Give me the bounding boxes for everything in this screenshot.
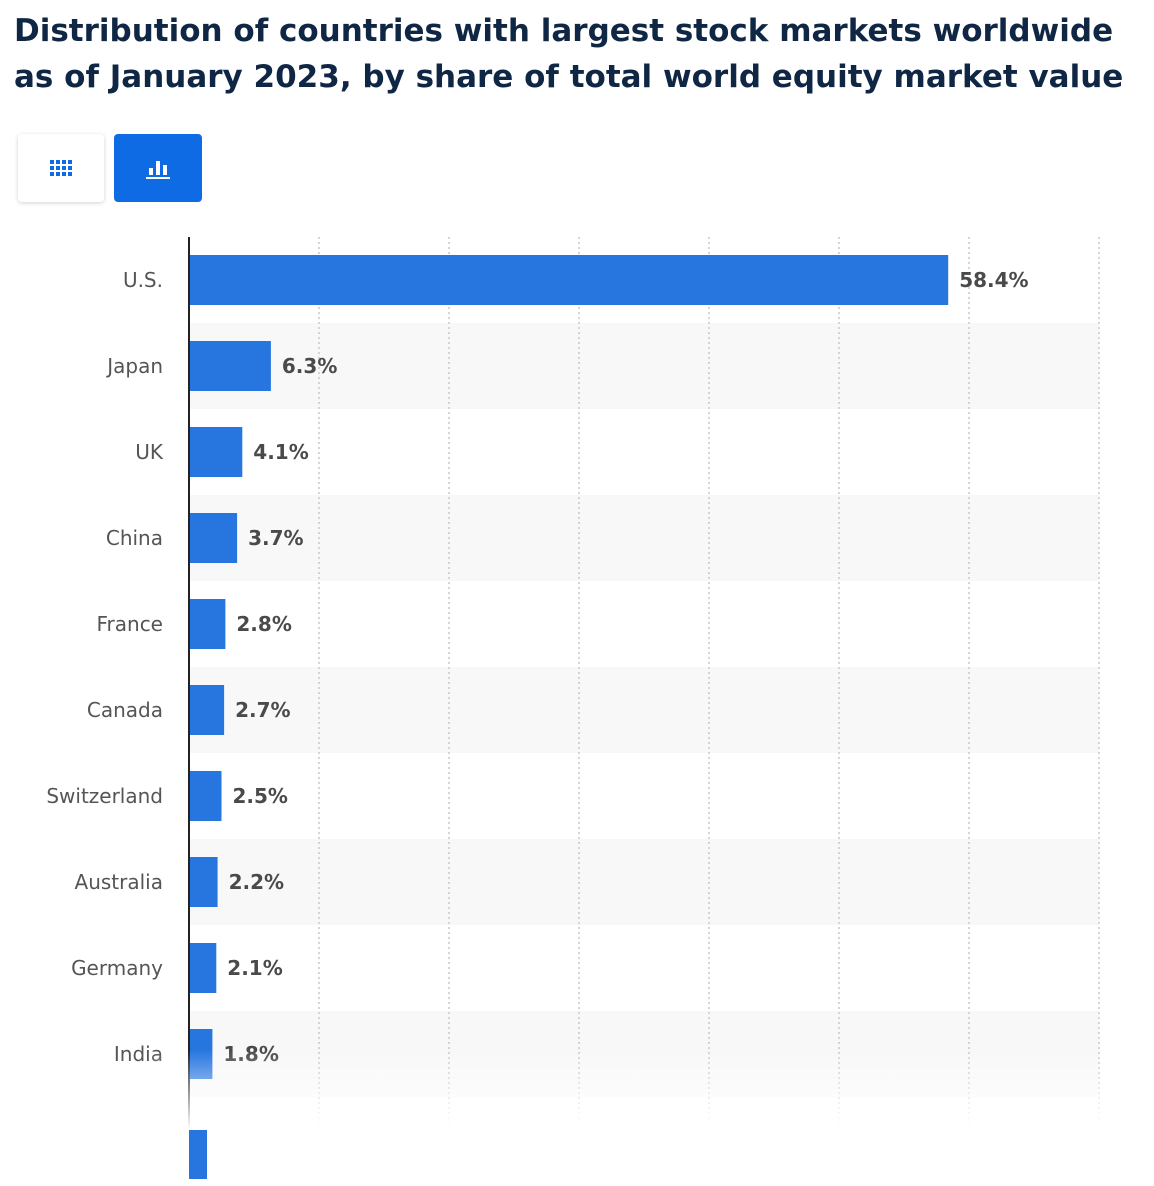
category-label: China <box>106 526 163 550</box>
bar[interactable] <box>189 513 238 563</box>
category-label: Australia <box>75 870 163 894</box>
value-label: 2.8% <box>236 612 291 636</box>
value-label: 58.4% <box>959 268 1028 292</box>
bar[interactable] <box>189 341 271 391</box>
category-label: U.S. <box>123 268 163 292</box>
category-label: Germany <box>71 956 163 980</box>
category-label: UK <box>135 440 164 464</box>
value-label: 2.7% <box>235 698 290 722</box>
row-band <box>189 667 1099 753</box>
bar[interactable] <box>189 427 243 477</box>
value-label: 2.2% <box>229 870 284 894</box>
row-band <box>189 323 1099 409</box>
bar[interactable] <box>189 771 222 821</box>
table-view-button[interactable] <box>18 134 104 202</box>
row-band <box>189 495 1099 581</box>
category-label: Switzerland <box>46 784 163 808</box>
bar-partial <box>189 1129 207 1179</box>
row-band <box>189 839 1099 925</box>
bar[interactable] <box>189 857 218 907</box>
value-label: 3.7% <box>248 526 303 550</box>
bottom-fade <box>150 1050 1154 1130</box>
value-label: 6.3% <box>282 354 337 378</box>
chart-view-button[interactable] <box>114 134 202 202</box>
value-label: 2.5% <box>233 784 288 808</box>
value-label: 4.1% <box>253 440 308 464</box>
category-label: France <box>96 612 163 636</box>
category-label: Canada <box>87 698 163 722</box>
bar-chart-icon <box>146 157 170 179</box>
category-label: Japan <box>105 354 163 378</box>
bar[interactable] <box>189 599 226 649</box>
bar[interactable] <box>189 943 217 993</box>
bar[interactable] <box>189 255 949 305</box>
chart-title: Distribution of countries with largest s… <box>14 13 1124 95</box>
value-label: 2.1% <box>227 956 282 980</box>
bar[interactable] <box>189 685 225 735</box>
table-grid-icon <box>50 160 72 176</box>
